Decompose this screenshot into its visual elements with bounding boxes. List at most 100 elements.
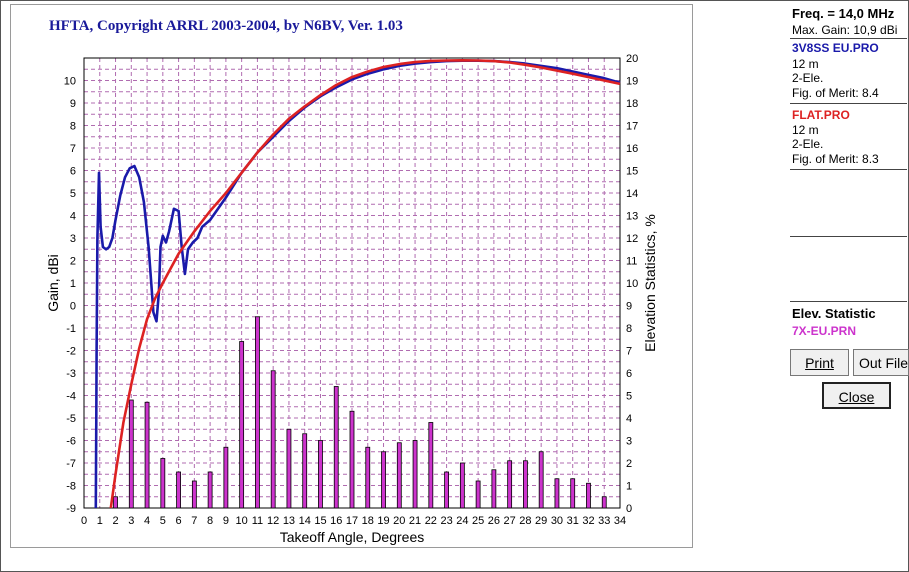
stat-bar [601, 496, 607, 509]
y-tick-label: -5 [66, 413, 76, 425]
y2-axis-label: Elevation Statistics, % [642, 214, 658, 352]
elev-statistic-heading: Elev. Statistic [792, 306, 876, 321]
y-tick-label: -9 [66, 503, 76, 515]
divider [790, 169, 907, 170]
x-tick-label: 7 [191, 515, 197, 527]
y-tick-label: 8 [70, 121, 76, 133]
out-file-button[interactable]: Out File [853, 349, 909, 376]
y2-tick-label: 14 [626, 188, 638, 200]
stat-bar [113, 496, 118, 509]
stat-bar [128, 399, 134, 509]
max-gain-label: Max. Gain: 10,9 dBi [792, 23, 898, 37]
y2-tick-label: 8 [626, 323, 632, 335]
x-tick-label: 33 [598, 515, 610, 527]
x-axis-label: Takeoff Angle, Degrees [280, 529, 425, 545]
profile-2-name: FLAT.PRO [792, 108, 850, 122]
stat-bar [191, 480, 197, 509]
profile-1-merit: Fig. of Merit: 8.4 [792, 86, 879, 100]
x-tick-label: 23 [440, 515, 452, 527]
stat-bar [223, 446, 229, 509]
y2-tick-label: 12 [626, 233, 638, 245]
stat-bar [286, 428, 292, 509]
stat-bar [239, 341, 245, 509]
y-tick-label: -7 [66, 458, 76, 470]
chart-panel: 0 1 2 3 4 5 6 7 8 9 10 11 12 13 14 15 16 17 18 19 20 21 22 23 24… [10, 4, 693, 548]
y2-tick-label: 7 [626, 346, 632, 358]
stat-bar [475, 480, 481, 509]
y2-tick-label: 16 [626, 143, 638, 155]
x-tick-label: 3 [128, 515, 134, 527]
x-tick-label: 2 [112, 515, 118, 527]
stat-bar [444, 471, 449, 509]
x-tick-label: 19 [377, 515, 389, 527]
y2-tick-label: 10 [626, 278, 638, 290]
stat-bar [586, 482, 591, 509]
stat-bar [160, 458, 166, 509]
y2-tick-label: 17 [626, 121, 638, 133]
x-tick-label: 30 [551, 515, 563, 527]
x-tick-label: 4 [144, 515, 150, 527]
stat-bar [570, 478, 576, 509]
frequency-label: Freq. = 14,0 MHz [792, 6, 895, 21]
y-tick-label: 1 [70, 278, 76, 290]
y2-tick-label: 3 [626, 436, 632, 448]
x-tick-label: 31 [567, 515, 579, 527]
y2-tick-label: 2 [626, 458, 632, 470]
stat-bar [365, 446, 371, 509]
y-axis-label: Gain, dBi [45, 254, 61, 312]
stat-bar [207, 471, 213, 509]
close-button[interactable]: Close [822, 382, 891, 409]
x-tick-label: 22 [425, 515, 437, 527]
stat-bar [381, 451, 386, 509]
elevation-chart: 0 1 2 3 4 5 6 7 8 9 10 11 12 13 14 15 16 17 18 19 20 21 22 23 24… [45, 18, 658, 545]
x-tick-label: 1 [97, 515, 103, 527]
x-tick-label: 26 [488, 515, 500, 527]
x-tick-label: 8 [207, 515, 213, 527]
profile-1-height: 12 m [792, 57, 819, 71]
y-tick-label: 3 [70, 233, 76, 245]
profile-1-type: 2-Ele. [792, 71, 824, 85]
x-tick-label: 12 [267, 515, 279, 527]
y-tick-label: 10 [64, 76, 76, 88]
x-tick-label: 6 [176, 515, 182, 527]
stat-bar [459, 462, 465, 509]
x-tick-label: 0 [81, 515, 87, 527]
chart-title: HFTA, Copyright ARRL 2003-2004, by N6BV,… [49, 18, 403, 34]
x-tick-label: 32 [582, 515, 594, 527]
x-tick-label: 24 [456, 515, 468, 527]
x-tick-label: 5 [160, 515, 166, 527]
stat-bar [396, 442, 402, 509]
x-tick-label: 18 [362, 515, 374, 527]
y-tick-label: 0 [70, 301, 76, 313]
y-tick-label: -8 [66, 481, 76, 493]
y2-tick-label: 4 [626, 413, 632, 425]
y2-tick-label: 1 [626, 481, 632, 493]
close-label: Close [838, 389, 875, 405]
y2-tick-label: 18 [626, 98, 638, 110]
x-tick-label: 17 [346, 515, 358, 527]
print-button[interactable]: Print [790, 349, 849, 376]
profile-2-merit: Fig. of Merit: 8.3 [792, 152, 879, 166]
y-tick-label: -3 [66, 368, 76, 380]
stat-bar [507, 460, 513, 509]
print-label: Print [805, 355, 834, 371]
stat-bar [302, 433, 308, 509]
stat-bar [270, 370, 276, 509]
divider [790, 103, 907, 104]
x-tick-label: 13 [283, 515, 295, 527]
y2-tick-label: 6 [626, 368, 632, 380]
y2-tick-label: 9 [626, 301, 632, 313]
y-tick-label: -6 [66, 436, 76, 448]
y-tick-label: -1 [66, 323, 76, 335]
x-tick-label: 25 [472, 515, 484, 527]
y2-tick-label: 5 [626, 391, 632, 403]
y-tick-label: 5 [70, 188, 76, 200]
y2-tick-label: 11 [626, 256, 637, 268]
x-tick-label: 11 [252, 515, 263, 527]
profile-2-type: 2-Ele. [792, 137, 824, 151]
divider [790, 301, 907, 302]
stat-bar [554, 478, 560, 509]
out-file-label: Out File [859, 355, 909, 371]
stat-bar [176, 471, 181, 509]
y-tick-label: -2 [66, 346, 76, 358]
